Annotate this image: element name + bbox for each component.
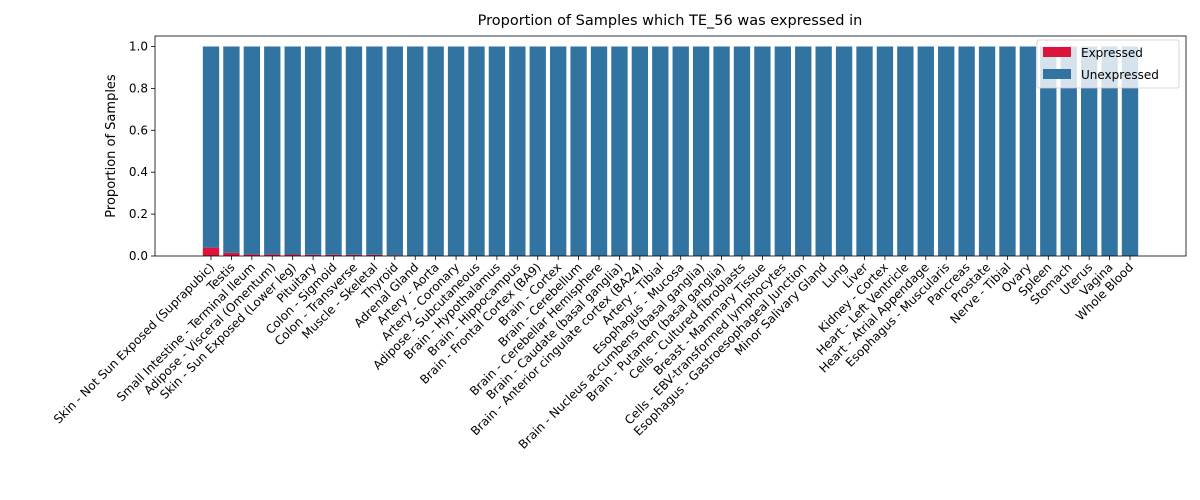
legend-swatch-expressed [1043,47,1071,57]
bar-unexpressed-esophagus-gastroesophageal-junction [795,46,812,257]
bar-unexpressed-skin-sun-exposed-lower-leg [284,46,301,255]
y-axis-label: Proportion of Samples [104,74,119,218]
bar-unexpressed-whole-blood [1121,46,1139,257]
legend-label-unexpressed: Unexpressed [1081,68,1159,82]
bar-unexpressed-esophagus-muscularis [938,46,955,257]
bar-expressed-skin-sun-exposed-lower-leg [284,254,301,256]
bar-unexpressed-testis [223,46,240,253]
bar-unexpressed-brain-cerebellar-hemisphere [590,46,608,257]
bar-unexpressed-kidney-cortex [876,46,894,257]
bar-unexpressed-artery-coronary [447,46,465,257]
bar-unexpressed-brain-cortex [550,46,567,257]
bar-unexpressed-stomach [1060,46,1077,257]
y-tick-label: 1.0 [129,39,148,53]
y-tick-label: 0.0 [129,249,148,263]
bar-unexpressed-cells-ebv-transformed-lymphocytes [774,46,791,257]
legend-box [1036,39,1180,89]
bar-unexpressed-brain-hypothalamus [488,46,506,257]
bar-expressed-skin-not-sun-exposed-suprapubic [202,247,220,256]
bar-unexpressed-brain-putamen-basal-ganglia [713,46,730,257]
y-tick-label: 0.2 [129,207,148,221]
chart-title: Proportion of Samples which TE_56 was ex… [478,13,863,29]
bar-unexpressed-artery-tibial [652,46,669,257]
bar-expressed-pituitary [304,254,322,256]
bar-unexpressed-nerve-tibial [999,46,1016,257]
bar-unexpressed-small-intestine-terminal-ileum [243,46,261,255]
bar-unexpressed-brain-hippocampus [509,46,526,257]
bar-unexpressed-brain-cerebellum [570,46,587,257]
bar-expressed-thyroid [386,255,403,256]
y-tick-label: 0.6 [129,123,148,137]
legend-label-expressed: Expressed [1081,46,1143,60]
x-axis-ticks: Skin - Not Sun Exposed (Suprapubic)Testi… [51,256,1136,452]
y-axis-ticks: 0.0 0.2 0.4 0.6 0.8 1.0 [129,39,155,263]
bar-expressed-adipose-visceral-omentum [264,254,281,256]
bar-unexpressed-muscle-skeletal [366,46,383,255]
bar-unexpressed-uterus [1080,46,1098,257]
bar-unexpressed-vagina [1101,46,1118,257]
bar-unexpressed-esophagus-mucosa [672,46,689,257]
bar-unexpressed-adrenal-gland [407,46,424,257]
bar-unexpressed-pituitary [304,46,322,255]
bar-unexpressed-lung [835,46,853,257]
plot-frame [154,35,1187,257]
bar-expressed-muscle-skeletal [366,254,383,256]
bar-unexpressed-ovary [1019,46,1037,257]
bar-unexpressed-brain-caudate-basal-ganglia [611,46,628,257]
bar-unexpressed-cells-cultured-fibroblasts [733,46,751,257]
bar-unexpressed-thyroid [386,46,403,256]
bars-group [202,46,1139,257]
bar-unexpressed-adipose-subcutaneous [468,46,485,257]
y-tick-label: 0.8 [129,81,148,95]
bar-unexpressed-brain-frontal-cortex-ba9 [529,46,546,257]
bar-expressed-colon-transverse [345,254,363,256]
bar-unexpressed-minor-salivary-gland [815,46,832,257]
bar-unexpressed-pancreas [958,46,975,257]
bar-unexpressed-colon-sigmoid [325,46,342,255]
bar-expressed-colon-sigmoid [325,254,342,256]
y-tick-label: 0.4 [129,165,148,179]
bar-unexpressed-heart-left-ventricle [897,46,914,257]
bar-unexpressed-skin-not-sun-exposed-suprapubic [202,46,220,248]
bar-unexpressed-colon-transverse [345,46,363,255]
bar-expressed-small-intestine-terminal-ileum [243,254,261,256]
bar-unexpressed-artery-aorta [427,46,444,257]
bar-unexpressed-breast-mammary-tissue [754,46,771,257]
bar-unexpressed-liver [856,46,873,257]
bar-unexpressed-adipose-visceral-omentum [264,46,281,255]
bar-unexpressed-prostate [978,46,996,257]
bar-unexpressed-heart-atrial-appendage [917,46,934,257]
bar-unexpressed-brain-anterior-cingulate-cortex-ba24 [631,46,649,257]
legend: Expressed Unexpressed [1036,39,1180,89]
bar-expressed-testis [223,252,240,256]
bar-unexpressed-brain-nucleus-accumbens-basal-ganglia [692,46,710,257]
bar-unexpressed-spleen [1040,46,1057,257]
legend-swatch-unexpressed [1043,69,1071,79]
